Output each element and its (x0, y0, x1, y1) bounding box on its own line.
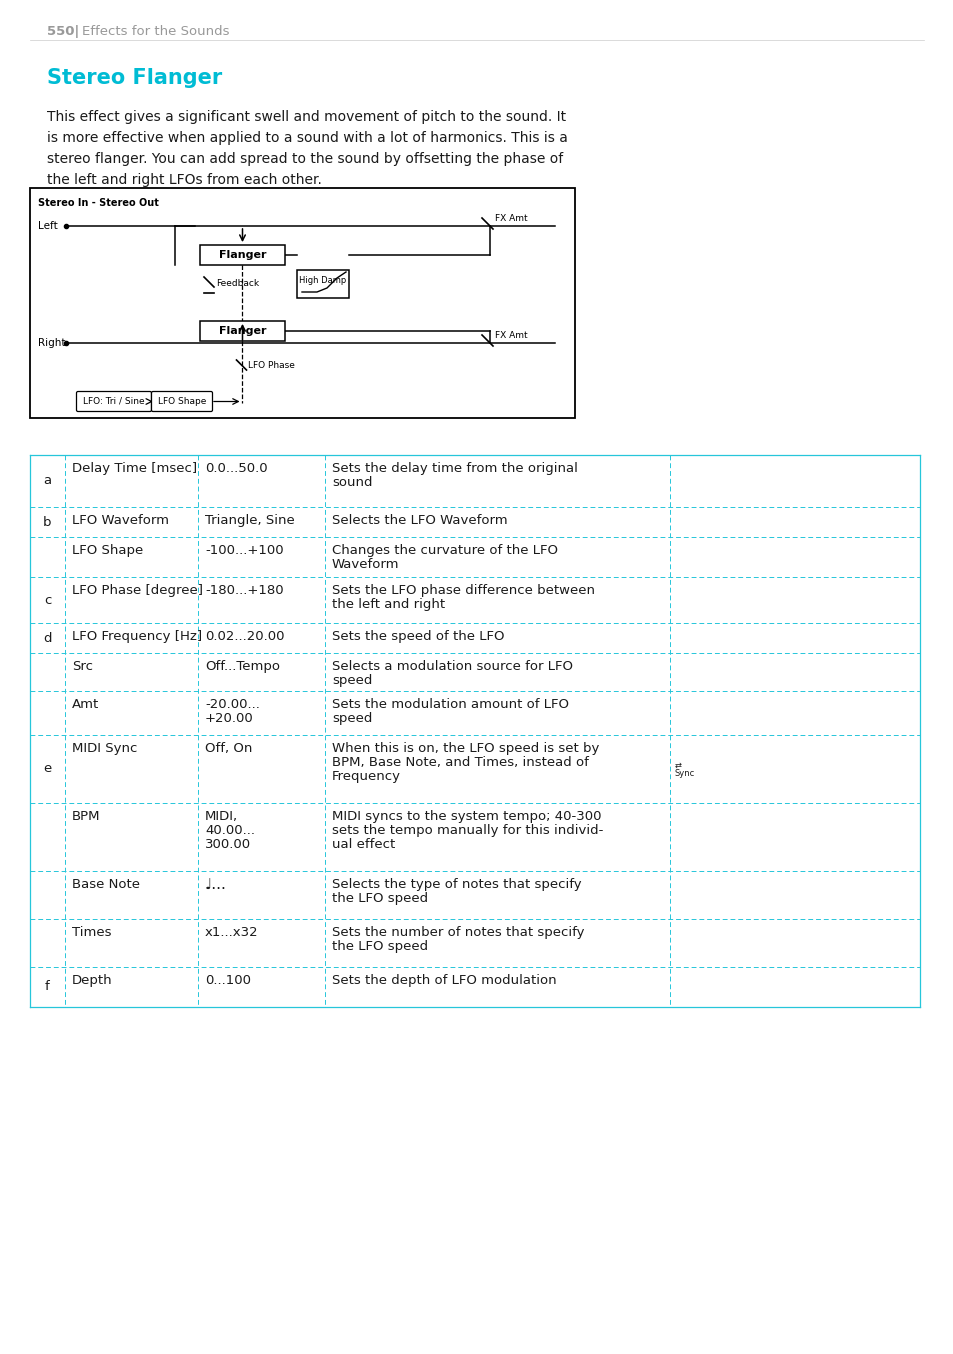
Text: Sets the number of notes that specify: Sets the number of notes that specify (332, 926, 584, 940)
Text: Frequency: Frequency (332, 770, 400, 783)
Text: speed: speed (332, 712, 372, 724)
Text: Base Note: Base Note (71, 877, 140, 891)
Text: -180...+180: -180...+180 (205, 584, 283, 597)
Text: 0.02...20.00: 0.02...20.00 (205, 630, 284, 643)
Text: LFO: Tri / Sine: LFO: Tri / Sine (83, 397, 145, 406)
Text: MIDI syncs to the system tempo; 40-300: MIDI syncs to the system tempo; 40-300 (332, 810, 601, 823)
Text: 0...100: 0...100 (205, 974, 251, 987)
Text: 300.00: 300.00 (205, 838, 251, 852)
Text: a: a (44, 474, 51, 487)
Text: Waveform: Waveform (332, 558, 399, 571)
Text: This effect gives a significant swell and movement of pitch to the sound. It: This effect gives a significant swell an… (47, 110, 565, 125)
Text: d: d (43, 631, 51, 645)
Text: FX Amt: FX Amt (495, 330, 527, 340)
Text: 0.0...50.0: 0.0...50.0 (205, 462, 268, 475)
Text: Sets the speed of the LFO: Sets the speed of the LFO (332, 630, 504, 643)
Text: speed: speed (332, 674, 372, 686)
Text: Effects for the Sounds: Effects for the Sounds (82, 24, 230, 38)
Text: Off, On: Off, On (205, 742, 253, 756)
Text: the left and right LFOs from each other.: the left and right LFOs from each other. (47, 173, 321, 187)
Text: is more effective when applied to a sound with a lot of harmonics. This is a: is more effective when applied to a soun… (47, 131, 567, 145)
Text: Sets the delay time from the original: Sets the delay time from the original (332, 462, 578, 475)
Text: Left: Left (38, 221, 58, 232)
Text: sets the tempo manually for this individ-: sets the tempo manually for this individ… (332, 825, 602, 837)
Text: LFO Frequency [Hz]: LFO Frequency [Hz] (71, 630, 202, 643)
Text: -100...+100: -100...+100 (205, 544, 283, 556)
Text: Amt: Amt (71, 699, 99, 711)
Text: LFO Waveform: LFO Waveform (71, 515, 169, 527)
Text: Src: Src (71, 659, 92, 673)
Text: BPM, Base Note, and Times, instead of: BPM, Base Note, and Times, instead of (332, 756, 588, 769)
Text: 40.00...: 40.00... (205, 825, 254, 837)
Text: BPM: BPM (71, 810, 100, 823)
Text: Selects a modulation source for LFO: Selects a modulation source for LFO (332, 659, 573, 673)
Text: e: e (43, 762, 51, 776)
Text: LFO Phase [degree]: LFO Phase [degree] (71, 584, 203, 597)
Text: the LFO speed: the LFO speed (332, 940, 428, 953)
Text: Flanger: Flanger (218, 326, 266, 336)
Text: stereo flanger. You can add spread to the sound by offsetting the phase of: stereo flanger. You can add spread to th… (47, 152, 562, 167)
Text: sound: sound (332, 477, 372, 489)
Text: +20.00: +20.00 (205, 712, 253, 724)
Bar (200, 321, 285, 341)
Text: Stereo Flanger: Stereo Flanger (47, 68, 222, 88)
FancyBboxPatch shape (76, 391, 152, 412)
Text: the LFO speed: the LFO speed (332, 892, 428, 904)
Text: Triangle, Sine: Triangle, Sine (205, 515, 294, 527)
Text: x1...x32: x1...x32 (205, 926, 258, 940)
FancyBboxPatch shape (152, 391, 213, 412)
Text: LFO Phase: LFO Phase (248, 362, 295, 371)
Text: Selects the LFO Waveform: Selects the LFO Waveform (332, 515, 507, 527)
Text: Times: Times (71, 926, 112, 940)
Text: Flanger: Flanger (218, 250, 266, 260)
Bar (296, 269, 349, 298)
Text: Selects the type of notes that specify: Selects the type of notes that specify (332, 877, 581, 891)
Text: ⇄
Sync: ⇄ Sync (675, 761, 695, 777)
Text: Right: Right (38, 338, 66, 348)
Text: Changes the curvature of the LFO: Changes the curvature of the LFO (332, 544, 558, 556)
Text: When this is on, the LFO speed is set by: When this is on, the LFO speed is set by (332, 742, 598, 756)
Text: Delay Time [msec]: Delay Time [msec] (71, 462, 197, 475)
Bar (30, 188, 575, 418)
Text: Sets the modulation amount of LFO: Sets the modulation amount of LFO (332, 699, 568, 711)
Text: c: c (44, 593, 51, 607)
Text: MIDI,: MIDI, (205, 810, 238, 823)
Bar (200, 245, 285, 265)
Text: Stereo In - Stereo Out: Stereo In - Stereo Out (38, 198, 159, 209)
Text: f: f (45, 980, 50, 994)
Text: ♩...: ♩... (205, 877, 227, 894)
Text: Sets the LFO phase difference between: Sets the LFO phase difference between (332, 584, 595, 597)
Text: 550|: 550| (47, 24, 79, 38)
Text: -20.00...: -20.00... (205, 699, 259, 711)
Text: Feedback: Feedback (215, 279, 259, 287)
Text: b: b (43, 516, 51, 528)
Text: LFO Shape: LFO Shape (157, 397, 206, 406)
Text: LFO Shape: LFO Shape (71, 544, 143, 556)
Text: ual effect: ual effect (332, 838, 395, 852)
Text: MIDI Sync: MIDI Sync (71, 742, 137, 756)
Text: High Damp: High Damp (299, 276, 346, 284)
Text: Sets the depth of LFO modulation: Sets the depth of LFO modulation (332, 974, 556, 987)
Text: FX Amt: FX Amt (495, 214, 527, 223)
Text: Off...Tempo: Off...Tempo (205, 659, 280, 673)
Text: the left and right: the left and right (332, 598, 445, 611)
Text: Depth: Depth (71, 974, 112, 987)
